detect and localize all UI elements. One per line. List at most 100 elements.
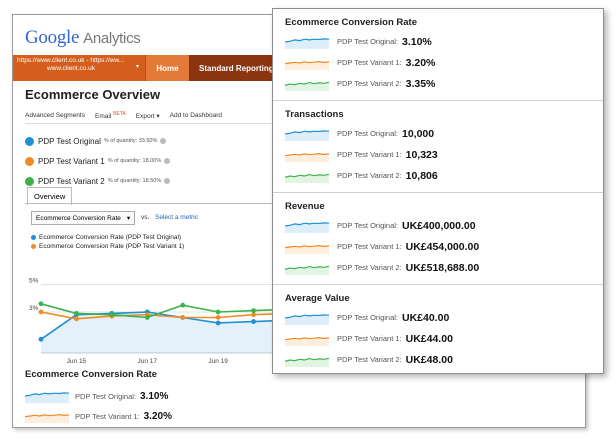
tab-overview[interactable]: Overview — [27, 187, 73, 205]
series-point[interactable] — [180, 315, 186, 320]
sparkline-fill — [285, 130, 329, 141]
x-tick-label: Jun 17 — [138, 358, 158, 365]
metric-section-title: Transactions — [285, 109, 344, 120]
google-analytics-logo[interactable]: Google Analytics — [25, 27, 141, 49]
sparkline-line — [285, 357, 329, 362]
legend-item-original[interactable]: Ecommerce Conversion Rate (PDP Test Orig… — [31, 233, 184, 242]
sparkline-fill — [285, 222, 329, 233]
sparkline — [285, 60, 329, 70]
series-point[interactable] — [215, 320, 221, 326]
metric-row-label: PDP Test Original: — [75, 391, 136, 401]
segment-variant-2[interactable]: PDP Test Variant 2 % of quantity: 18.50% — [25, 171, 171, 191]
series-point[interactable] — [251, 319, 256, 324]
y-tick-label: 5% — [29, 278, 39, 285]
metric-dropdown-value: Ecommerce Conversion Rate — [36, 214, 121, 222]
metric-section-title: Revenue — [285, 201, 325, 212]
sparkline — [285, 129, 329, 141]
series-point[interactable] — [109, 312, 115, 318]
metric-section-title: Average Value — [285, 293, 350, 304]
segment-name: PDP Test Original — [38, 136, 101, 146]
line-chart[interactable]: 5% 3% Jun 15 Jun 17 Jun 19 — [27, 267, 289, 367]
sparkline — [285, 81, 329, 91]
advanced-segments-button[interactable]: Advanced Segments — [25, 112, 85, 120]
section-spacer — [285, 94, 591, 100]
metric-row-label: PDP Test Variant 2: — [337, 263, 402, 272]
metric-row: PDP Test Variant 1: UK£454,000.00 — [285, 236, 591, 257]
metric-row-value: 3.10% — [140, 390, 169, 402]
metric-section: Revenue PDP Test Original: UK£400,000.00 PD… — [273, 193, 603, 285]
chevron-down-icon: ▾ — [126, 215, 131, 222]
metric-row-value: 3.35% — [405, 77, 436, 90]
metric-section: Average Value PDP Test Original: UK£40.00 P… — [273, 285, 603, 376]
sparkline — [285, 173, 329, 183]
segment-pie-icon — [25, 156, 34, 166]
metric-row: PDP Test Variant 1: 3.20% — [285, 52, 591, 73]
report-toolbar: Advanced Segments Email BETA Export ▾ Ad… — [25, 111, 222, 120]
series-point[interactable] — [251, 308, 256, 314]
segment-variant-1[interactable]: PDP Test Variant 1 % of quantity: 18.00% — [25, 151, 171, 171]
select-metric-link[interactable]: Select a metric — [155, 214, 198, 221]
series-point[interactable] — [74, 316, 79, 322]
segment-name: PDP Test Variant 2 — [38, 176, 105, 186]
series-point[interactable] — [215, 309, 221, 315]
series-line — [40, 303, 289, 319]
sparkline-fill — [285, 38, 329, 49]
metric-section: Ecommerce Conversion Rate PDP Test Origin… — [273, 9, 603, 101]
series-point[interactable] — [251, 312, 256, 318]
nav-home-tab[interactable]: Home — [145, 55, 189, 81]
legend-item-variant-1[interactable]: Ecommerce Conversion Rate (PDP Test Vari… — [31, 242, 184, 251]
metric-row-label: PDP Test Variant 1: — [75, 411, 140, 421]
sparkline — [285, 357, 329, 367]
series-point[interactable] — [74, 310, 79, 316]
info-icon[interactable] — [164, 158, 171, 164]
metric-row-value: 10,323 — [405, 148, 438, 161]
email-button[interactable]: Email BETA — [95, 111, 126, 120]
x-tick-label: Jun 19 — [208, 358, 228, 365]
sparkline-fill — [285, 153, 329, 162]
metric-row-label: PDP Test Original: — [337, 37, 398, 46]
series-point[interactable] — [38, 309, 44, 315]
add-to-dashboard-button[interactable]: Add to Dashboard — [169, 112, 223, 120]
series-point[interactable] — [180, 302, 186, 308]
metric-row-value: 10,806 — [405, 169, 438, 182]
segment-quota: % of quantity: 18.00% — [107, 158, 162, 164]
sparkline — [285, 221, 329, 233]
series-area — [41, 312, 289, 353]
legend-label: Ecommerce Conversion Rate (PDP Test Orig… — [39, 234, 182, 241]
sparkline-line — [285, 265, 329, 270]
metric-dropdown[interactable]: Ecommerce Conversion Rate ▾ — [31, 211, 136, 225]
metric-row-label: PDP Test Variant 1: — [337, 150, 402, 159]
metric-row: PDP Test Original: 3.10% — [285, 31, 591, 52]
sparkline — [25, 413, 69, 423]
x-tick-label: Jun 15 — [67, 358, 87, 365]
series-line — [40, 311, 289, 340]
metric-row-value: UK£44.00 — [405, 332, 453, 345]
metric-row-label: PDP Test Variant 2: — [337, 79, 402, 88]
export-button[interactable]: Export ▾ — [136, 112, 160, 120]
series-point[interactable] — [38, 301, 44, 307]
series-point[interactable] — [144, 315, 150, 320]
sparkline-fill — [285, 337, 329, 346]
section-spacer — [285, 186, 591, 192]
sparkline-fill — [25, 414, 69, 423]
metric-row: PDP Test Variant 1: 3.20% — [25, 406, 172, 426]
metric-row-label: PDP Test Original: — [337, 313, 398, 322]
sparkline-fill — [25, 392, 69, 403]
sparkline-line — [285, 81, 329, 86]
divider — [25, 123, 275, 124]
sparkline-line — [285, 129, 329, 135]
segment-list: PDP Test Original % of quantity: 33.50% … — [25, 131, 171, 191]
segment-original[interactable]: PDP Test Original % of quantity: 33.50% — [25, 131, 170, 151]
export-label: Export — [135, 112, 155, 120]
metric-row-label: PDP Test Original: — [337, 221, 398, 230]
metric-row-value: UK£400,000.00 — [402, 219, 476, 232]
metric-row-value: 3.10% — [402, 35, 432, 48]
chevron-down-icon: ▾ — [156, 112, 160, 120]
info-icon[interactable] — [164, 178, 171, 184]
segment-name: PDP Test Variant 1 — [38, 156, 105, 166]
metric-row-label: PDP Test Variant 1: — [337, 334, 402, 343]
account-selector[interactable]: https://www.client.co.uk - https://ww...… — [13, 55, 145, 81]
info-icon[interactable] — [160, 138, 167, 144]
series-point[interactable] — [215, 315, 221, 320]
series-point[interactable] — [38, 336, 44, 342]
